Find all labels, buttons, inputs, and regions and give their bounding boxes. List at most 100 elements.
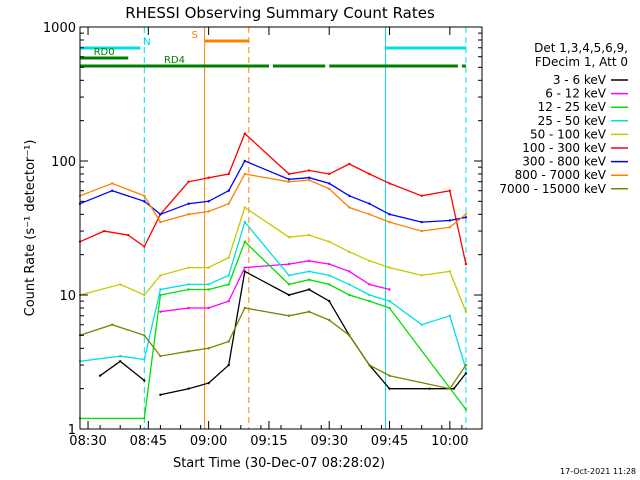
series-point-100-300-kev-8 bbox=[243, 132, 247, 135]
legend-label-50-100-kev: 50 - 100 keV bbox=[530, 127, 607, 141]
x-tick-label-4: 09:30 bbox=[311, 434, 348, 449]
series-point-800-7000-kev-7 bbox=[243, 172, 247, 176]
series-point-25-50-kev-3 bbox=[159, 288, 162, 291]
series-point-50-100-kev-10 bbox=[328, 240, 331, 243]
series-point-100-300-kev-7 bbox=[227, 172, 230, 176]
series-point-50-100-kev-1 bbox=[119, 283, 122, 286]
series-point-7000-15000-kev-6 bbox=[227, 340, 230, 343]
series-point-7000-15000-kev-3 bbox=[159, 354, 162, 358]
series-point-12-25-kev-7 bbox=[287, 283, 291, 286]
legend-header-line-1: Det 1,3,4,5,6,9, bbox=[534, 41, 628, 55]
series-point-25-50-kev-7 bbox=[243, 220, 247, 224]
series-point-800-7000-kev-5 bbox=[207, 210, 210, 213]
series-point-800-7000-kev-11 bbox=[348, 206, 351, 209]
series-point-800-7000-kev-10 bbox=[328, 187, 331, 191]
x-tick-label-2: 09:00 bbox=[190, 434, 227, 449]
series-point-3-6-kev-12 bbox=[328, 299, 331, 303]
x-axis: 08:30 08:45 09:00 09:15 09:30 09:45 10:00 bbox=[69, 27, 483, 449]
series-point-800-7000-kev-3 bbox=[159, 220, 162, 224]
series-point-12-25-kev-11 bbox=[368, 299, 371, 303]
series-line-7000-15000-kev bbox=[79, 307, 467, 390]
x-tick-label-3: 09:15 bbox=[250, 434, 287, 449]
series-point-12-25-kev-12 bbox=[388, 306, 391, 310]
series-point-12-25-kev-13 bbox=[464, 408, 468, 411]
series-point-3-6-kev-16 bbox=[428, 387, 431, 390]
x-tick-label-6: 10:00 bbox=[431, 434, 468, 449]
flag-label-s: S bbox=[191, 30, 197, 41]
series-point-25-50-kev-12 bbox=[368, 293, 371, 297]
series-point-100-300-kev-5 bbox=[187, 180, 190, 183]
series-point-6-12-kev-4 bbox=[227, 299, 230, 303]
y-tick-label-1: 10 bbox=[59, 289, 76, 304]
series-point-50-100-kev-7 bbox=[243, 206, 247, 209]
series-point-50-100-kev-2 bbox=[143, 293, 146, 297]
series-point-7000-15000-kev-2 bbox=[143, 334, 146, 337]
series-point-7000-15000-kev-9 bbox=[307, 310, 311, 313]
legend-label-100-300-kev: 100 - 300 keV bbox=[522, 141, 606, 155]
series-point-6-12-kev-6 bbox=[287, 262, 291, 266]
series-line-100-300-kev bbox=[79, 132, 467, 265]
x-tick-label-0: 08:30 bbox=[69, 434, 106, 449]
series-point-100-300-kev-14 bbox=[388, 182, 391, 185]
series-point-100-300-kev-10 bbox=[307, 169, 311, 172]
series-point-50-100-kev-16 bbox=[464, 310, 468, 313]
series-point-300-800-kev-13 bbox=[388, 213, 391, 216]
series-point-12-25-kev-1 bbox=[143, 417, 146, 420]
series-point-3-6-kev-18 bbox=[464, 372, 468, 375]
series-point-25-50-kev-2 bbox=[143, 358, 146, 361]
series-point-6-12-kev-2 bbox=[187, 306, 190, 310]
series-point-7000-15000-kev-12 bbox=[368, 363, 371, 367]
series-point-25-50-kev-11 bbox=[348, 283, 351, 286]
series-point-100-300-kev-16 bbox=[448, 189, 452, 192]
series-point-25-50-kev-5 bbox=[207, 283, 210, 286]
series-point-50-100-kev-8 bbox=[287, 235, 291, 239]
series-point-300-800-kev-15 bbox=[448, 219, 452, 222]
legend-label-3-6-kev: 3 - 6 keV bbox=[553, 73, 607, 87]
series-point-6-12-kev-8 bbox=[328, 262, 331, 266]
status-flags: N S RD0 RD4 bbox=[80, 30, 466, 68]
series-point-3-6-kev-9 bbox=[243, 270, 247, 273]
series-point-800-7000-kev-6 bbox=[227, 202, 230, 205]
series-point-50-100-kev-13 bbox=[388, 266, 391, 269]
series-point-12-25-kev-9 bbox=[328, 283, 331, 286]
y-tick-label-3: 1000 bbox=[43, 21, 76, 36]
legend-label-300-800-kev: 300 - 800 keV bbox=[522, 155, 606, 169]
series-point-800-7000-kev-16 bbox=[464, 213, 468, 216]
series-point-300-800-kev-5 bbox=[207, 200, 210, 203]
series-point-300-800-kev-11 bbox=[348, 194, 351, 197]
series-point-300-800-kev-12 bbox=[368, 202, 371, 205]
series-point-25-50-kev-1 bbox=[119, 354, 122, 358]
series-point-800-7000-kev-14 bbox=[420, 229, 423, 233]
series-point-50-100-kev-11 bbox=[348, 250, 351, 254]
series-point-25-50-kev-4 bbox=[187, 283, 190, 286]
y-tick-label-2: 100 bbox=[51, 155, 76, 170]
series-point-3-6-kev-7 bbox=[207, 381, 210, 385]
series-point-25-50-kev-16 bbox=[464, 367, 468, 371]
timestamp-footer: 17-Oct-2021 11:28 bbox=[560, 467, 636, 476]
series-point-300-800-kev-3 bbox=[159, 213, 162, 216]
series-point-300-800-kev-1 bbox=[110, 189, 114, 192]
legend-label-7000-15000-kev: 7000 - 15000 keV bbox=[499, 182, 606, 196]
series-point-7000-15000-kev-4 bbox=[187, 350, 190, 353]
series-point-7000-15000-kev-14 bbox=[448, 387, 452, 390]
series-point-300-800-kev-9 bbox=[307, 176, 311, 179]
series-point-12-25-kev-8 bbox=[307, 278, 311, 281]
series-point-3-6-kev-5 bbox=[159, 393, 162, 396]
series-point-12-25-kev-10 bbox=[348, 293, 351, 297]
series-point-300-800-kev-16 bbox=[464, 216, 468, 219]
series-point-12-25-kev-6 bbox=[243, 240, 247, 243]
series-point-50-100-kev-9 bbox=[307, 233, 311, 237]
legend-header-line-2: FDecim 1, Att 0 bbox=[535, 55, 628, 69]
series-point-3-6-kev-17 bbox=[452, 387, 456, 390]
legend-label-800-7000-kev: 800 - 7000 keV bbox=[515, 168, 607, 182]
series-point-800-7000-kev-2 bbox=[143, 194, 146, 197]
series-point-25-50-kev-15 bbox=[448, 314, 452, 317]
series-point-6-12-kev-3 bbox=[207, 306, 210, 310]
series-point-25-50-kev-10 bbox=[328, 274, 331, 277]
flag-label-n: N bbox=[143, 37, 150, 48]
series-point-25-50-kev-9 bbox=[307, 270, 311, 273]
series-point-3-6-kev-8 bbox=[227, 363, 230, 367]
series-point-300-800-kev-10 bbox=[328, 182, 331, 185]
